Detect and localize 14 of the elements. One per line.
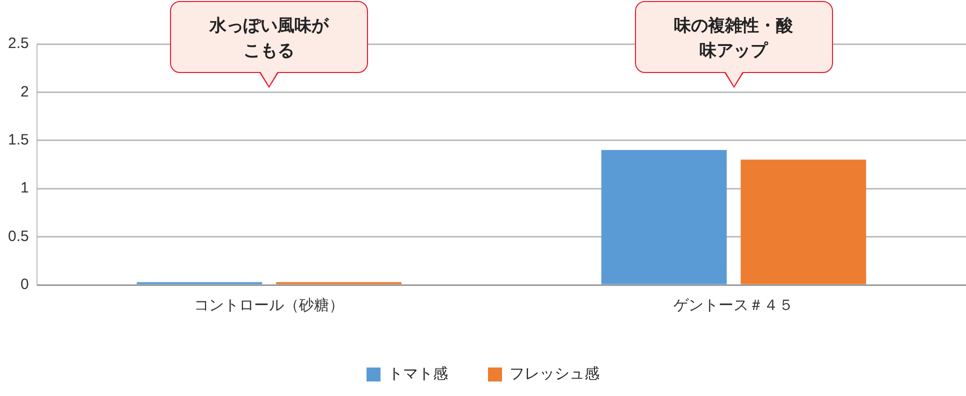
y-tick-label: 1.5 — [8, 132, 29, 149]
y-tick-label: 0 — [20, 276, 29, 294]
bar — [601, 150, 727, 284]
legend-label: フレッシュ感 — [510, 366, 600, 383]
x-tick-label: コントロール（砂糖） — [194, 297, 344, 314]
y-tick-label: 2 — [20, 83, 29, 100]
annotation: 水っぽい風味がこもる — [208, 15, 330, 62]
x-tick-label: ゲントース＃４５ — [674, 297, 794, 314]
bar — [740, 160, 866, 284]
y-tick-label: 2.5 — [8, 35, 29, 52]
y-tick-label: 0.5 — [8, 228, 29, 245]
y-tick-label: 1 — [20, 180, 29, 197]
legend-label: トマト感 — [388, 366, 448, 383]
annotation: 味の複雑性・酸味アップ — [673, 15, 794, 62]
